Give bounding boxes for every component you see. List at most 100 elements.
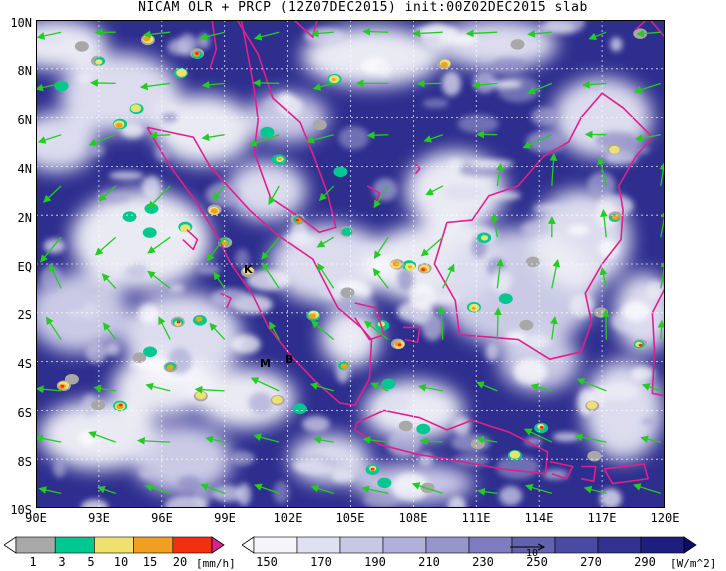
- wind-vector: [313, 436, 334, 444]
- precip-cell: [142, 36, 151, 42]
- precip-cell: [398, 420, 413, 432]
- precip-cell: [416, 423, 431, 435]
- vector-reference-arrow-icon: [510, 543, 546, 551]
- colorbar-swatch: [554, 536, 599, 554]
- lon-label: 105E: [335, 511, 365, 525]
- wind-vector: [137, 437, 171, 445]
- precip-cell: [470, 438, 485, 450]
- wind-vector: [632, 483, 661, 495]
- precip-unit: [mm/h]: [196, 557, 236, 570]
- wind-vector: [370, 382, 389, 392]
- colorbar-swatch: [133, 536, 174, 554]
- precip-cell: [130, 104, 142, 113]
- precip-cell: [341, 227, 353, 236]
- olr-colorbar-label: 210: [418, 555, 440, 569]
- coastline: [651, 288, 665, 397]
- wind-vector: [437, 306, 446, 340]
- wind-vector: [252, 79, 280, 87]
- wind-vector: [45, 316, 62, 340]
- lat-label: 2S: [17, 308, 32, 322]
- wind-vector: [471, 81, 498, 89]
- wind-vector: [411, 482, 443, 495]
- precip-cell: [408, 265, 412, 269]
- olr-colorbar-label: 250: [526, 555, 548, 569]
- wind-vector: [201, 80, 225, 89]
- wind-vector: [147, 236, 171, 254]
- wind-vector: [200, 483, 225, 495]
- precip-cell: [586, 401, 598, 410]
- colorbar-arrow-right: [683, 536, 697, 554]
- precip-cell: [335, 167, 347, 176]
- vector-reference: 10: [508, 540, 548, 564]
- wind-vector: [310, 320, 335, 341]
- wind-vector: [423, 134, 444, 143]
- wind-vector: [530, 383, 552, 392]
- wind-vector: [550, 316, 558, 340]
- wind-vector: [309, 382, 334, 392]
- precip-cell: [638, 343, 643, 347]
- colorbar-arrow-left: [4, 536, 17, 554]
- wind-vector: [37, 134, 62, 144]
- colorbar-swatch: [253, 536, 298, 554]
- wind-vector: [205, 435, 225, 444]
- place-label-b: B: [285, 353, 294, 366]
- wind-vector: [39, 236, 62, 263]
- precip-cell: [198, 393, 206, 400]
- place-label-k: K: [244, 263, 253, 276]
- wind-vector: [636, 29, 661, 38]
- wind-vector: [372, 267, 389, 289]
- coastline: [635, 20, 647, 31]
- precip-cell: [382, 380, 394, 388]
- precip-cell: [122, 211, 137, 222]
- coastline: [414, 163, 421, 175]
- precip-cell: [471, 306, 476, 310]
- gridlines: [36, 20, 665, 508]
- precip-cell: [397, 343, 402, 347]
- colorbar-swatch: [339, 536, 384, 554]
- coastline: [209, 20, 218, 70]
- precip-cell: [294, 403, 306, 412]
- precip-cell: [118, 403, 123, 407]
- wind-vector: [261, 262, 280, 289]
- precip-cell: [176, 320, 181, 324]
- lon-label: 99E: [214, 511, 236, 525]
- wind-vector: [657, 319, 665, 340]
- wind-vector: [494, 307, 502, 340]
- lat-label: 8N: [17, 64, 32, 78]
- place-label-m: M: [260, 357, 271, 370]
- wind-vector: [465, 29, 498, 38]
- olr-precip-map: [36, 20, 665, 508]
- lon-label: 111E: [461, 511, 491, 525]
- wind-vector: [312, 82, 334, 91]
- wind-vector: [248, 134, 280, 147]
- olr-colorbar: 150 170 190 210 230 250 270 290 10 [W/m^…: [240, 534, 726, 570]
- coastline: [182, 229, 199, 251]
- precip-colorbar-label: 20: [172, 555, 188, 569]
- wind-vector: [361, 485, 389, 495]
- lon-label: 102E: [273, 511, 303, 525]
- wind-vector: [144, 483, 171, 495]
- wind-vector: [417, 383, 443, 392]
- wind-vector: [254, 483, 280, 495]
- wind-vector: [142, 30, 171, 39]
- wind-vector: [362, 27, 389, 36]
- olr-colorbar-label: 190: [364, 555, 386, 569]
- wind-vector: [522, 134, 553, 149]
- precip-cell: [115, 122, 123, 129]
- precip-cell: [340, 287, 355, 298]
- wind-vector: [147, 270, 171, 289]
- wind-vector: [145, 382, 171, 392]
- colorbar-swatch: [172, 536, 213, 554]
- lon-label: 90E: [25, 511, 47, 525]
- lat-label: 6N: [17, 113, 32, 127]
- precip-colorbar-swatches: [4, 536, 225, 554]
- map-plot-area: K M B: [36, 20, 665, 508]
- precip-cell: [587, 450, 602, 462]
- coastline: [366, 185, 381, 201]
- colorbar-swatch: [54, 536, 95, 554]
- colorbar-swatch: [597, 536, 642, 554]
- wind-vector: [36, 434, 62, 443]
- precip-cell: [272, 395, 283, 404]
- wind-vector: [209, 322, 226, 341]
- coastline: [220, 292, 232, 309]
